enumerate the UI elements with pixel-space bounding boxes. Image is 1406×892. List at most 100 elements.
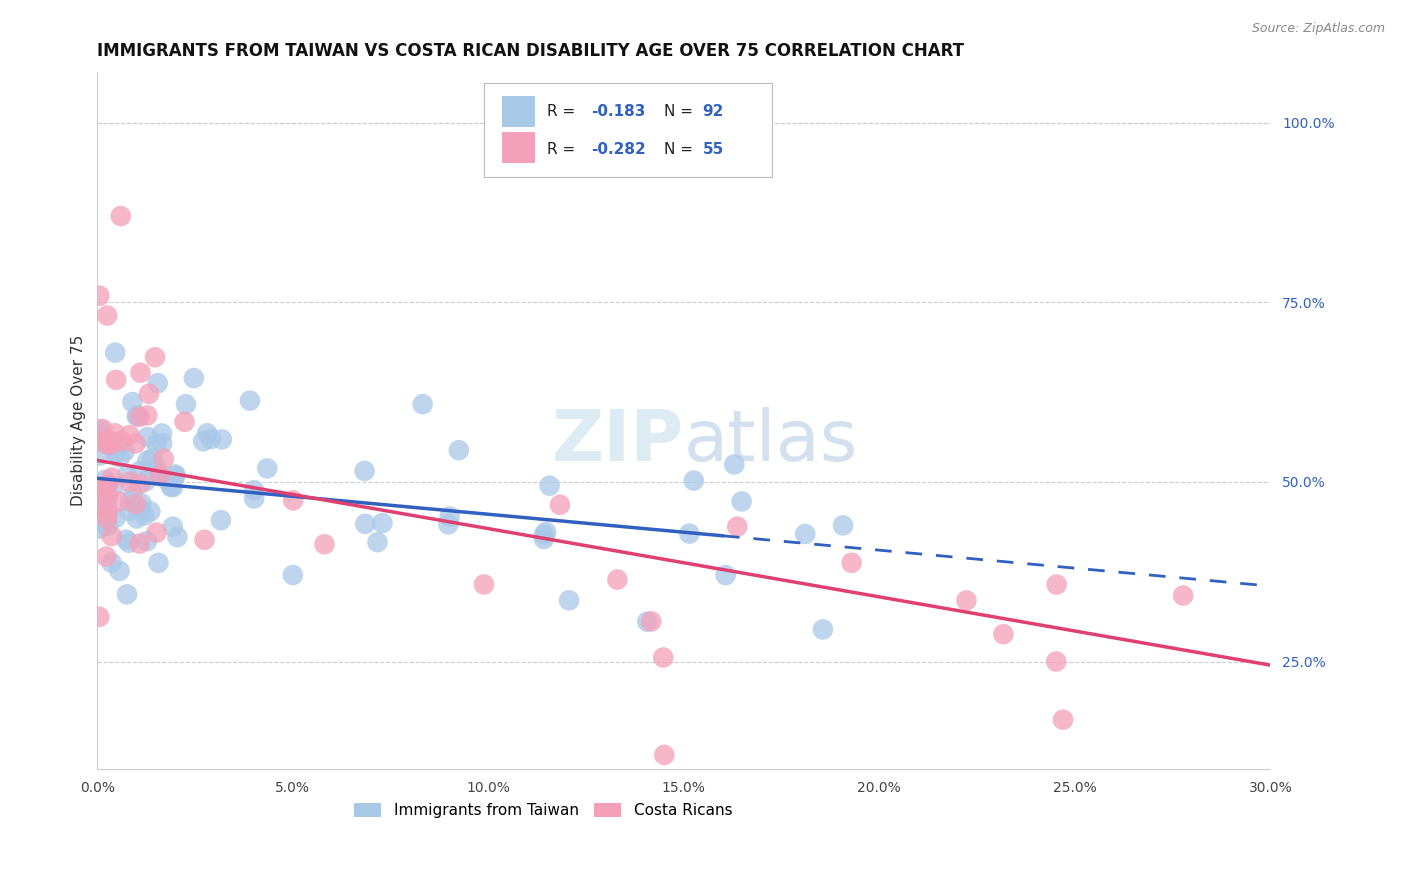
Point [148, 469, 170, 483]
Point [100, 529, 122, 543]
Point [447, 443, 470, 458]
Point [96, 437, 118, 451]
Point [150, 436, 173, 450]
Point [118, 475, 141, 489]
Point [97, 477, 120, 491]
Point [93, 487, 115, 501]
Point [538, 478, 561, 492]
Point [91, 482, 114, 496]
Point [104, 510, 127, 524]
Point [211, 433, 233, 447]
Point [412, 397, 434, 411]
Point [104, 426, 127, 441]
Point [108, 450, 131, 465]
Point [678, 526, 700, 541]
FancyBboxPatch shape [485, 83, 772, 177]
Point [193, 533, 215, 547]
Point [534, 524, 557, 539]
Point [97, 433, 120, 447]
Point [159, 480, 181, 494]
Point [118, 504, 141, 518]
Point [127, 409, 149, 423]
Point [89, 289, 111, 303]
Point [129, 501, 152, 516]
Point [89, 496, 111, 510]
Point [165, 469, 187, 483]
Point [121, 395, 143, 409]
Point [155, 472, 177, 486]
Text: Source: ZipAtlas.com: Source: ZipAtlas.com [1251, 22, 1385, 36]
Point [437, 517, 460, 532]
Point [115, 533, 138, 547]
Point [652, 747, 675, 762]
Point [125, 409, 148, 424]
Point [104, 445, 127, 459]
Point [533, 527, 555, 541]
Point [134, 508, 156, 523]
Text: 55: 55 [703, 142, 724, 157]
Point [101, 470, 124, 484]
Point [606, 573, 628, 587]
Point [141, 451, 163, 466]
Point [108, 564, 131, 578]
Point [148, 556, 170, 570]
Point [96, 309, 118, 323]
Point [118, 428, 141, 442]
Point [548, 498, 571, 512]
Point [166, 530, 188, 544]
Point [105, 373, 128, 387]
Point [97, 439, 120, 453]
Point [146, 376, 169, 391]
Point [94, 481, 117, 495]
Point [114, 444, 136, 458]
Point [96, 503, 118, 517]
Legend: Immigrants from Taiwan, Costa Ricans: Immigrants from Taiwan, Costa Ricans [347, 797, 738, 824]
Point [124, 436, 146, 450]
Point [103, 435, 125, 450]
Point [94, 473, 117, 487]
Point [128, 409, 150, 424]
Point [139, 504, 162, 518]
Point [107, 494, 129, 508]
Point [96, 494, 118, 508]
FancyBboxPatch shape [502, 96, 534, 127]
Point [239, 393, 262, 408]
Point [993, 627, 1015, 641]
Point [682, 474, 704, 488]
Point [131, 496, 153, 510]
Point [472, 577, 495, 591]
Point [149, 468, 172, 483]
Point [636, 615, 658, 629]
Point [145, 525, 167, 540]
Text: -0.282: -0.282 [591, 142, 645, 157]
Point [94, 479, 117, 493]
FancyBboxPatch shape [502, 132, 534, 163]
Point [183, 371, 205, 385]
Point [122, 488, 145, 502]
Text: 92: 92 [703, 104, 724, 119]
Point [353, 464, 375, 478]
Text: R =: R = [547, 142, 579, 157]
Point [125, 497, 148, 511]
Point [103, 479, 125, 493]
Text: N =: N = [664, 142, 697, 157]
Point [94, 519, 117, 533]
Point [100, 556, 122, 570]
Point [136, 409, 159, 423]
Point [725, 519, 748, 533]
Point [110, 209, 132, 223]
Point [138, 387, 160, 401]
Point [94, 480, 117, 494]
Point [955, 593, 977, 607]
Point [1173, 589, 1195, 603]
Point [89, 449, 111, 463]
Point [96, 512, 118, 526]
Point [91, 429, 114, 443]
Y-axis label: Disability Age Over 75: Disability Age Over 75 [72, 335, 86, 507]
Point [162, 480, 184, 494]
Point [94, 549, 117, 564]
Point [281, 568, 304, 582]
Point [366, 535, 388, 549]
Point [714, 568, 737, 582]
Point [145, 437, 167, 451]
